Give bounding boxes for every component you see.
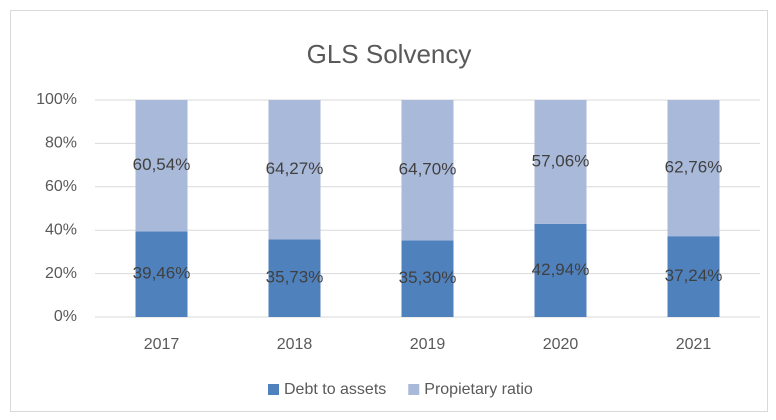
y-tick-label: 0% (54, 308, 77, 325)
bar-segment (268, 100, 321, 240)
x-tick-label: 2021 (676, 336, 712, 353)
x-tick-label: 2020 (543, 336, 579, 353)
y-tick-label: 60% (45, 178, 77, 195)
legend-swatch (408, 384, 420, 395)
bar-segment (268, 239, 321, 317)
legend-swatch (268, 384, 279, 395)
bar-segment (667, 100, 720, 237)
y-tick-label: 20% (45, 265, 77, 282)
data-label: 64,27% (266, 159, 324, 178)
data-label: 39,46% (133, 264, 191, 283)
y-tick-label: 80% (45, 135, 77, 152)
legend-label: Debt to assets (284, 381, 386, 398)
chart-border (10, 10, 768, 412)
legend-label: Propietary ratio (424, 381, 533, 398)
bar-segment (401, 240, 454, 317)
chart-title: GLS Solvency (307, 39, 472, 69)
bar-segment (534, 223, 587, 317)
bar-segment (667, 236, 720, 317)
y-tick-label: 40% (45, 221, 77, 238)
data-label: 35,73% (266, 268, 324, 287)
bar-segment (401, 100, 454, 241)
x-tick-label: 2018 (277, 336, 313, 353)
bar-segment (135, 100, 188, 232)
data-label: 64,70% (399, 160, 457, 179)
bar-segment (534, 100, 587, 224)
data-label: 60,54% (133, 155, 191, 174)
data-label: 62,76% (665, 158, 723, 177)
data-label: 42,94% (532, 260, 590, 279)
y-tick-label: 100% (36, 91, 77, 108)
x-tick-label: 2019 (410, 336, 446, 353)
data-label: 57,06% (532, 151, 590, 170)
data-label: 35,30% (399, 268, 457, 287)
x-tick-label: 2017 (144, 336, 180, 353)
bar-segment (135, 231, 188, 317)
data-label: 37,24% (665, 266, 723, 285)
